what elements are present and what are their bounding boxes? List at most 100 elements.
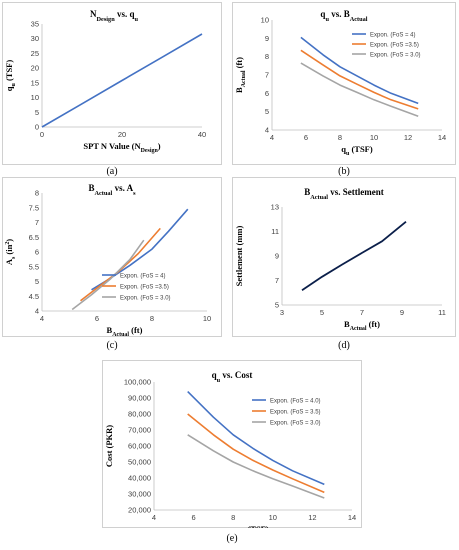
y-tick-label: 5: [265, 107, 269, 116]
caption-c: (c): [106, 340, 118, 351]
panel-c: [2, 177, 222, 337]
x-axis-label: BActual (ft): [344, 319, 380, 332]
x-tick-label: 8: [338, 133, 342, 142]
chart-title: BActual vs. As: [88, 183, 136, 197]
y-tick-label: 25: [31, 49, 39, 58]
y-tick-label: 30: [31, 34, 39, 43]
series-line-1: [187, 391, 325, 486]
y-tick-label: 90,000: [128, 394, 151, 403]
x-tick-label: 9: [400, 308, 404, 317]
x-tick-label: 10: [269, 513, 277, 522]
panel-d: [232, 177, 456, 337]
y-tick-label: 7: [265, 71, 269, 80]
x-tick-label: 14: [438, 133, 446, 142]
legend-label: Expon. (FoS =3.5): [370, 43, 419, 49]
y-tick-label: 4: [35, 307, 39, 316]
x-tick-label: 12: [404, 133, 412, 142]
x-tick-label: 10: [370, 133, 378, 142]
y-tick-label: 7: [35, 218, 39, 227]
legend-label: Expon. (FoS = 3.5): [270, 410, 321, 416]
y-axis-label: As (in2): [4, 239, 17, 265]
chart-e: qu vs. Cost 4 6 8 10 12 14 20,000 30,000 40,000 50…: [104, 370, 356, 528]
x-tick-label: 20: [118, 130, 126, 139]
y-tick-label: 13: [271, 203, 279, 212]
y-tick-label: 4.5: [29, 292, 39, 301]
y-tick-label: 7: [275, 276, 279, 285]
y-tick-label: 15: [31, 78, 39, 87]
y-tick-label: 50,000: [128, 458, 151, 467]
y-tick-label: 10: [261, 16, 269, 25]
chart-title: qu vs. BActual: [320, 9, 367, 23]
chart-title: qu vs. Cost: [212, 370, 253, 384]
y-tick-label: 80,000: [128, 410, 151, 419]
series-line-2: [300, 49, 419, 110]
x-axis-label: qu (TSF): [341, 144, 373, 157]
y-tick-label: 9: [275, 252, 279, 261]
panel-e: [102, 360, 362, 528]
panel-a: [2, 2, 222, 165]
x-tick-label: 10: [203, 314, 211, 323]
y-tick-label: 5: [35, 277, 39, 286]
legend-label: Expon. (FoS = 4): [120, 274, 166, 280]
x-tick-label: 11: [438, 308, 446, 317]
legend-label: Expon. (FoS = 3.0): [370, 53, 421, 59]
y-tick-label: 11: [271, 227, 279, 236]
caption-e: (e): [226, 533, 238, 544]
series-line-1: [41, 33, 203, 128]
y-tick-label: 40,000: [128, 474, 151, 483]
caption-b: (b): [338, 166, 350, 177]
series-line-3: [187, 434, 325, 499]
y-tick-label: 6.5: [29, 233, 39, 242]
y-tick-label: 60,000: [128, 442, 151, 451]
series-line-1: [300, 36, 419, 105]
chart-title: NDesign vs. qu: [90, 9, 138, 23]
x-tick-label: 40: [198, 130, 206, 139]
y-tick-label: 8: [35, 189, 39, 198]
y-tick-label: 7.5: [29, 203, 39, 212]
x-tick-label: 14: [348, 513, 356, 522]
x-tick-label: 4: [152, 513, 156, 522]
x-tick-label: 8: [231, 513, 235, 522]
chart-c: BActual vs. As 4 6 8 10 4 4.5 5 5.5 6 6.5 7 7.5 8 BAct…: [4, 183, 211, 337]
y-tick-label: 6: [35, 248, 39, 257]
y-tick-label: 5: [35, 108, 39, 117]
x-tick-label: 12: [308, 513, 316, 522]
y-tick-label: 35: [31, 20, 39, 29]
x-tick-label: 3: [280, 308, 284, 317]
x-tick-label: 6: [95, 314, 99, 323]
x-tick-label: 6: [192, 513, 196, 522]
caption-a: (a): [106, 166, 118, 177]
y-tick-label: 6: [265, 89, 269, 98]
y-tick-label: 100,000: [124, 378, 151, 387]
y-tick-label: 0: [35, 123, 39, 132]
y-tick-label: 5: [275, 301, 279, 310]
x-axis-label: SPT N Value (NDesign): [83, 141, 160, 154]
chart-b: qu vs. BActual 4 6 8 10 12 14 4 5 6 7 8 9 10 qu (TSF) B…: [234, 9, 446, 157]
legend-label: Expon. (FoS =3.5): [120, 285, 169, 291]
chart-title: BActual vs. Settlement: [304, 187, 384, 201]
x-tick-label: 7: [360, 308, 364, 317]
y-tick-label: 10: [31, 93, 39, 102]
x-axis-label: BActual (ft): [107, 325, 143, 337]
legend-label: Expon. (FoS = 4): [370, 33, 416, 39]
panel-b: [232, 2, 456, 165]
series-line-3: [300, 62, 419, 118]
chart-a: NDesign vs. qu 0 20 40 0 5 10 15 20 25 30 35 SPT N V…: [4, 9, 206, 154]
y-tick-label: 30,000: [128, 490, 151, 499]
legend-label: Expon. (FoS = 4.0): [270, 399, 321, 405]
y-tick-label: 70,000: [128, 426, 151, 435]
y-axis-label: BActual (ft): [234, 57, 247, 93]
y-tick-label: 8: [265, 52, 269, 61]
legend-label: Expon. (FoS = 3.0): [120, 296, 171, 302]
y-tick-label: 20: [31, 64, 39, 73]
y-axis-label: Cost (PKR): [104, 425, 114, 467]
x-tick-label: 0: [40, 130, 44, 139]
y-axis-label: qu (TSF): [4, 60, 17, 92]
series-line-1: [301, 221, 407, 292]
series-line-2: [187, 413, 325, 494]
x-tick-label: 6: [304, 133, 308, 142]
x-tick-label: 4: [40, 314, 44, 323]
x-tick-label: 8: [150, 314, 154, 323]
series-line-3: [71, 239, 145, 311]
